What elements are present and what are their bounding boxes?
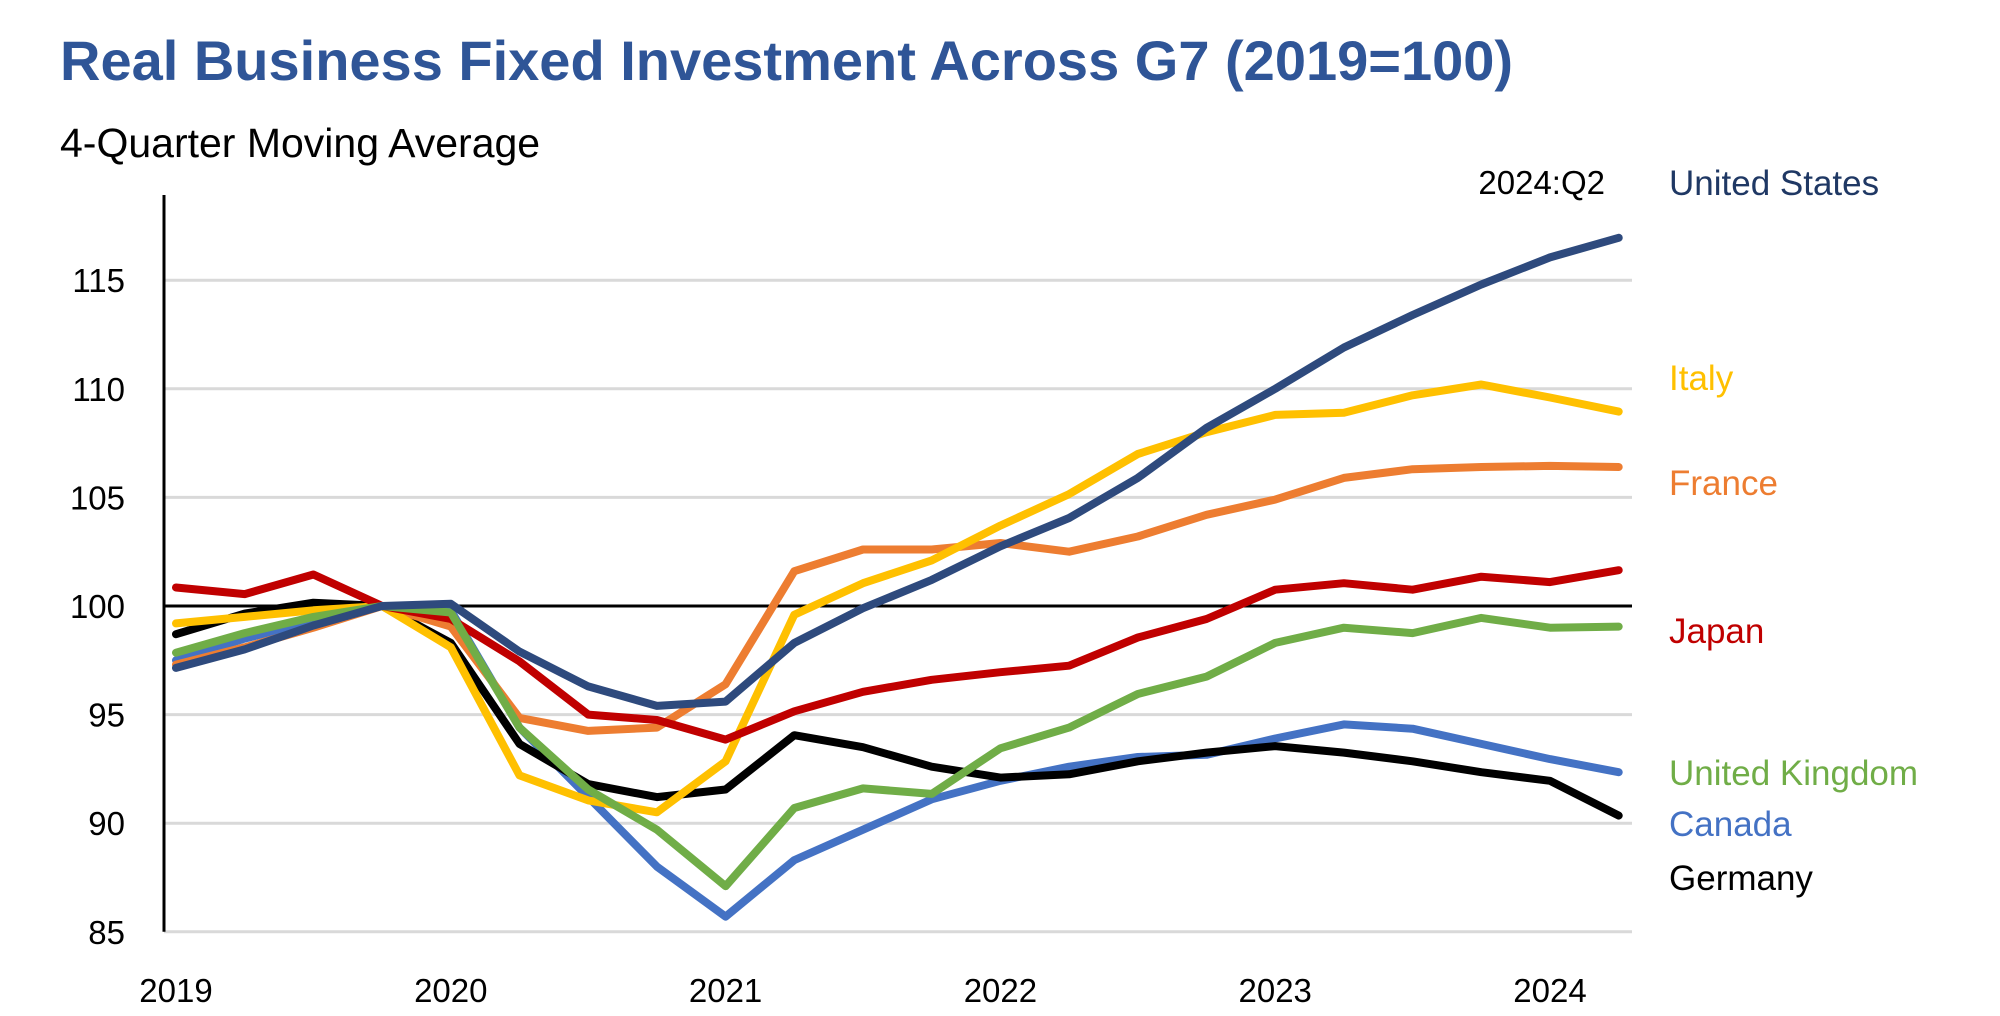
legend-label-united-kingdom: United Kingdom — [1669, 754, 1918, 793]
y-tick-label: 100 — [70, 588, 125, 625]
x-tick-label: 2023 — [1238, 972, 1311, 1009]
legend-label-japan: Japan — [1669, 612, 1764, 651]
latest-period-annotation: 2024:Q2 — [1478, 164, 1605, 201]
legend-label-canada: Canada — [1669, 805, 1792, 844]
y-tick-label: 115 — [72, 262, 125, 299]
y-tick-label: 95 — [88, 697, 125, 734]
x-tick-label: 2021 — [689, 972, 762, 1009]
y-tick-label: 85 — [88, 914, 125, 951]
x-axis-ticks: 2019 2020 2021 2022 2023 2024 — [139, 972, 1586, 1009]
legend-label-united-states: United States — [1669, 164, 1879, 203]
chart-subtitle: 4-Quarter Moving Average — [60, 120, 540, 166]
y-tick-label: 110 — [72, 371, 125, 408]
series-lines — [172, 233, 1623, 921]
series-line-italy — [172, 380, 1623, 817]
series-line-france — [172, 461, 1623, 735]
x-tick-label: 2022 — [964, 972, 1037, 1009]
gridlines — [164, 278, 1632, 934]
x-tick-label: 2019 — [139, 972, 212, 1009]
series-line-united-states — [172, 233, 1623, 710]
y-tick-label: 90 — [88, 805, 125, 842]
legend-label-germany: Germany — [1669, 859, 1813, 898]
y-axis-ticks: 85 90 95 100 105 110 115 — [70, 262, 125, 951]
y-tick-label: 105 — [70, 479, 125, 516]
legend-label-france: France — [1669, 464, 1778, 503]
series-line-united-kingdom — [172, 602, 1623, 891]
legend: Canada Germany France Italy Japan United King… — [1669, 164, 1918, 898]
x-tick-label: 2020 — [414, 972, 487, 1009]
x-tick-label: 2024 — [1513, 972, 1586, 1009]
legend-label-italy: Italy — [1669, 359, 1734, 398]
chart-title: Real Business Fixed Investment Across G7… — [60, 29, 1513, 92]
